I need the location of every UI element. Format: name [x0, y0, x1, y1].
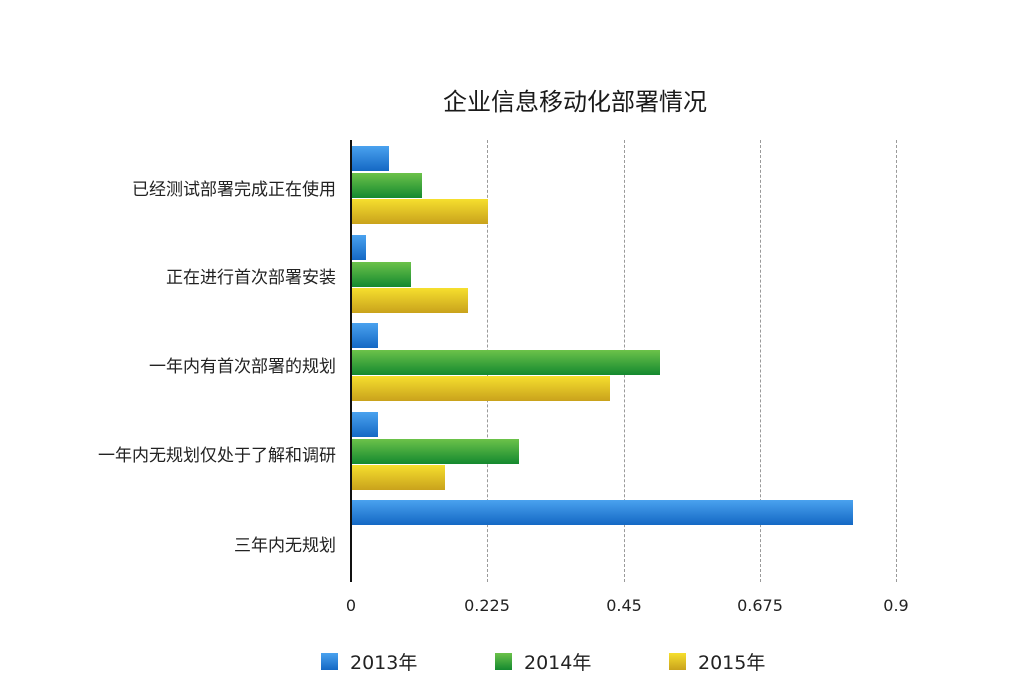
legend-item-2015[interactable]: 2015年	[669, 648, 765, 675]
x-tick: 0.9	[883, 596, 909, 615]
legend-label: 2015年	[698, 652, 766, 674]
category-label: 正在进行首次部署安装	[166, 268, 336, 288]
grid-line-0675	[760, 140, 761, 582]
legend-swatch-yellow-icon	[669, 653, 686, 670]
x-tick: 0.675	[737, 596, 783, 615]
bar-2014[interactable]	[352, 438, 519, 464]
category-label: 已经测试部署完成正在使用	[132, 180, 336, 200]
x-tick: 0.225	[464, 596, 510, 615]
bar-2015[interactable]	[352, 288, 468, 313]
bar-2013[interactable]	[352, 412, 379, 437]
bar-2013[interactable]	[352, 146, 390, 171]
legend-item-2014[interactable]: 2014年	[495, 648, 591, 675]
bar-2015[interactable]	[352, 376, 611, 401]
x-tick: 0	[345, 596, 357, 615]
chart-title: 企业信息移动化部署情况	[443, 88, 707, 116]
legend-label: 2013年	[350, 652, 418, 674]
bar-2013[interactable]	[352, 323, 379, 348]
bar-2015[interactable]	[352, 465, 445, 490]
bar-2015[interactable]	[352, 199, 488, 224]
category-label: 一年内有首次部署的规划	[149, 357, 336, 377]
bar-2013[interactable]	[352, 235, 367, 260]
legend-label: 2014年	[524, 652, 592, 674]
bar-2013[interactable]	[352, 500, 853, 525]
category-label: 一年内无规划仅处于了解和调研	[98, 446, 336, 466]
bar-2014[interactable]	[352, 261, 411, 287]
bar-2014[interactable]	[352, 172, 422, 198]
y-axis-line	[350, 140, 352, 582]
bar-2014[interactable]	[352, 349, 660, 375]
x-tick: 0.45	[606, 596, 642, 615]
grid-line-09	[896, 140, 897, 582]
category-label: 三年内无规划	[234, 536, 336, 556]
legend-swatch-green-icon	[495, 653, 512, 670]
legend-item-2013[interactable]: 2013年	[321, 648, 417, 675]
legend-swatch-blue-icon	[321, 653, 338, 670]
